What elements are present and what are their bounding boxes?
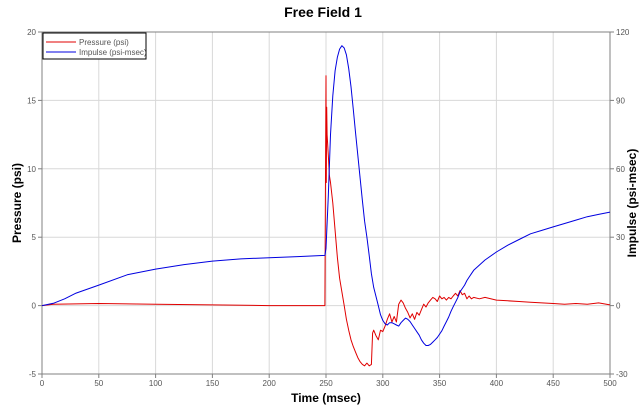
- y-tick-label-left: 15: [27, 96, 36, 105]
- x-tick-label: 100: [149, 379, 163, 388]
- x-axis-label: Time (msec): [291, 391, 361, 405]
- legend-box: [42, 32, 147, 60]
- legend: Pressure (psi) Impulse (psi-msec): [42, 32, 147, 60]
- y-axis-label-right: Impulse (psi-msec): [625, 149, 639, 258]
- ticks: 0 50 100 150 200 250 300 350 400 450 500-505101520…: [27, 28, 630, 388]
- x-tick-label: 450: [547, 379, 561, 388]
- series-line-impulse: [41, 45, 611, 346]
- y-tick-label-left: 10: [27, 165, 36, 174]
- x-tick-label: 300: [376, 379, 390, 388]
- y-tick-label-right: 120: [616, 28, 630, 37]
- x-tick-label: 500: [603, 379, 617, 388]
- x-tick-label: 50: [94, 379, 103, 388]
- x-tick-label: 350: [433, 379, 447, 388]
- y-tick-label-left: 20: [27, 28, 36, 37]
- y-tick-label-left: -5: [29, 370, 37, 379]
- x-tick-label: 200: [263, 379, 277, 388]
- y-axis-label-left: Pressure (psi): [10, 163, 24, 243]
- y-tick-label-right: 60: [616, 165, 625, 174]
- y-tick-label-left: 5: [32, 233, 37, 242]
- legend-label-impulse: Impulse (psi-msec): [79, 48, 147, 57]
- x-tick-label: 150: [206, 379, 220, 388]
- series: [41, 45, 611, 367]
- x-tick-label: 400: [490, 379, 504, 388]
- y-tick-label-right: 30: [616, 233, 625, 242]
- series-line-pressure: [41, 75, 611, 367]
- y-tick-label-right: -30: [616, 370, 628, 379]
- y-tick-label-right: 0: [616, 302, 621, 311]
- y-tick-label-left: 0: [32, 302, 37, 311]
- y-tick-label-right: 90: [616, 96, 625, 105]
- legend-label-pressure: Pressure (psi): [79, 38, 129, 47]
- x-tick-label: 250: [319, 379, 333, 388]
- x-tick-label: 0: [40, 379, 45, 388]
- chart-title: Free Field 1: [284, 4, 362, 20]
